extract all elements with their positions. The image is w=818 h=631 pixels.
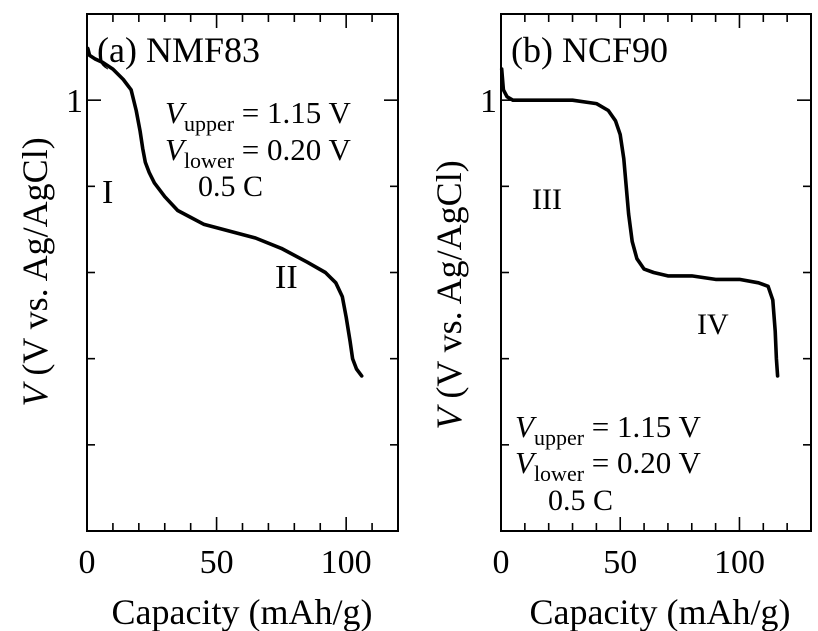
x-tick-label: 50 <box>603 544 637 581</box>
y-axis-unit-b: (V vs. Ag/AgCl) <box>429 160 469 398</box>
v-lower-symbol-a: V <box>165 132 187 167</box>
v-upper-symbol-b: V <box>515 409 537 444</box>
v-lower-subscript-b: lower <box>534 461 585 486</box>
v-lower-subscript-a: lower <box>184 148 235 173</box>
panel-b: 0 50 100 1 (b) NCF90 Vupper = 1.15 V Vlower… <box>429 13 812 631</box>
region-label-II: II <box>275 259 298 296</box>
x-tick-label: 0 <box>79 544 96 581</box>
v-lower-label-a: Vlower = 0.20 V <box>165 132 351 173</box>
v-upper-value-b: = 1.15 V <box>584 409 701 444</box>
chart-title-a: (a) NMF83 <box>97 30 260 70</box>
v-upper-label-b: Vupper = 1.15 V <box>515 409 701 450</box>
y-axis-label-a: V (V vs. Ag/AgCl) <box>15 137 55 406</box>
v-upper-label-a: Vupper = 1.15 V <box>165 95 351 136</box>
v-lower-symbol-b: V <box>515 445 537 480</box>
v-upper-subscript-a: upper <box>184 111 235 136</box>
v-lower-value-b: = 0.20 V <box>584 445 701 480</box>
x-axis-label-a: Capacity (mAh/g) <box>112 592 373 631</box>
panel-a: 0 50 100 1 (a) NMF83 Vupper = 1.15 V Vlower… <box>15 13 399 631</box>
x-tick-label: 0 <box>493 544 510 581</box>
x-tick-label: 50 <box>200 544 234 581</box>
ticks-b: 0 50 100 1 <box>480 14 811 581</box>
y-axis-unit-a: (V vs. Ag/AgCl) <box>15 137 55 375</box>
series-line-a <box>86 46 364 378</box>
y-tick-label: 1 <box>480 83 497 120</box>
region-label-I: I <box>102 174 113 211</box>
v-upper-subscript-b: upper <box>534 425 585 450</box>
rate-label-b: 0.5 C <box>548 484 613 517</box>
v-upper-value-a: = 1.15 V <box>234 95 351 130</box>
x-tick-label: 100 <box>714 544 765 581</box>
region-label-III: III <box>532 183 562 216</box>
region-label-IV: IV <box>697 308 729 341</box>
v-upper-symbol-a: V <box>165 95 187 130</box>
y-tick-label: 1 <box>66 83 83 120</box>
x-axis-label-b: Capacity (mAh/g) <box>530 592 791 631</box>
x-tick-label: 100 <box>321 544 372 581</box>
plot-frame-a <box>86 13 399 532</box>
chart-title-b: (b) NCF90 <box>511 30 668 70</box>
y-axis-symbol-a: V <box>15 381 55 407</box>
series-line-b <box>499 67 780 378</box>
ticks-a: 0 50 100 1 <box>66 14 398 581</box>
y-axis-symbol-b: V <box>429 404 469 430</box>
v-lower-value-a: = 0.20 V <box>234 132 351 167</box>
rate-label-a: 0.5 C <box>198 170 263 203</box>
y-axis-label-b: V (V vs. Ag/AgCl) <box>429 160 469 429</box>
v-lower-label-b: Vlower = 0.20 V <box>515 445 701 486</box>
